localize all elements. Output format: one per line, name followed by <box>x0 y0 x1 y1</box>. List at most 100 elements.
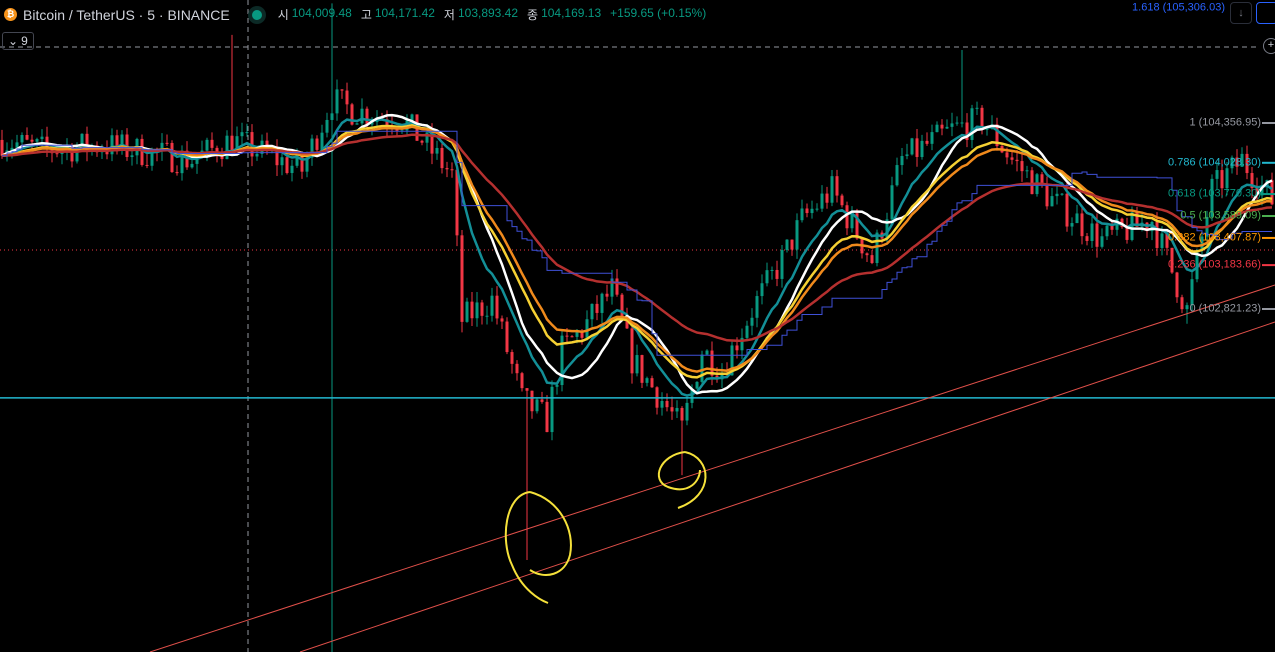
fullscreen-button[interactable] <box>1256 2 1275 24</box>
candle-body <box>565 335 569 337</box>
candle-body <box>955 122 959 124</box>
candle-body <box>755 296 759 318</box>
candle-body <box>1060 193 1064 195</box>
candle-body <box>705 350 709 355</box>
candle-body <box>780 250 784 279</box>
candle-body <box>820 193 824 209</box>
candle-body <box>950 123 954 127</box>
candle-body <box>830 176 834 203</box>
candle-body <box>20 135 24 143</box>
candle-body <box>305 157 309 172</box>
candle-body <box>245 132 249 134</box>
indicators-toggle[interactable]: ⌄ 9 <box>2 32 34 50</box>
indicators-count: 9 <box>21 34 28 48</box>
candle-body <box>440 147 444 169</box>
candle-body <box>665 401 669 408</box>
candle-body <box>1105 225 1109 237</box>
candle-body <box>535 399 539 412</box>
candle-body <box>475 302 479 319</box>
candle-body <box>625 318 629 329</box>
candle-body <box>775 269 779 279</box>
candle-body <box>790 239 794 250</box>
candle-body <box>165 142 169 144</box>
candle-body <box>340 89 344 91</box>
candle-body <box>650 378 654 388</box>
candle-body <box>635 355 639 374</box>
candle-body <box>1100 236 1104 247</box>
candle-body <box>1155 222 1159 248</box>
candle-body <box>1020 161 1024 172</box>
candle-body <box>145 164 149 166</box>
candle-body <box>430 132 434 154</box>
candle-body <box>1170 247 1174 273</box>
candle-body <box>425 132 429 143</box>
candle-body <box>1255 187 1259 196</box>
candle-body <box>815 208 819 210</box>
candle-body <box>205 139 209 151</box>
candle-body <box>870 255 874 264</box>
candle-body <box>850 213 854 229</box>
candle-body <box>510 352 514 364</box>
candle-body <box>500 318 504 322</box>
candle-body <box>885 219 889 239</box>
scroll-down-arrow-icon[interactable]: ↓ <box>1230 2 1252 24</box>
candle-body <box>620 294 624 319</box>
candle-body <box>345 90 349 105</box>
candle-body <box>970 108 974 140</box>
candle-body <box>110 135 114 155</box>
candle-body <box>600 293 604 313</box>
candle-body <box>450 169 454 171</box>
candle-body <box>40 136 44 140</box>
symbol-title[interactable]: Bitcoin / TetherUS · 5 · BINANCE <box>23 6 230 23</box>
candle-body <box>505 321 509 353</box>
candle-body <box>45 136 49 148</box>
candle-body <box>465 301 469 322</box>
candle-body <box>1230 157 1234 169</box>
candle-body <box>10 147 14 151</box>
candle-body <box>335 89 339 114</box>
fib-label: 0.618 (103,770.30) <box>1168 187 1261 200</box>
fib-label: 1 (104,356.95) <box>1189 116 1261 129</box>
candle-body <box>170 142 174 173</box>
candle-body <box>1050 196 1054 207</box>
candle-body <box>905 154 909 157</box>
add-plus-icon[interactable]: + <box>1263 38 1275 54</box>
candle-body <box>180 150 184 174</box>
candle-body <box>225 135 229 160</box>
candle-body <box>840 195 844 206</box>
candle-body <box>1090 223 1094 241</box>
candle-body <box>1245 153 1249 174</box>
candle-body <box>925 140 929 144</box>
candle-body <box>545 401 549 433</box>
candle-body <box>800 208 804 221</box>
candle-body <box>1075 213 1079 224</box>
candle-body <box>680 407 684 421</box>
candle-body <box>995 124 999 147</box>
candle-body <box>15 142 19 148</box>
candle-body <box>695 381 699 389</box>
candle-body <box>195 157 199 164</box>
candle-body <box>50 147 54 154</box>
candle-body <box>295 153 299 166</box>
candle-body <box>455 169 459 236</box>
candle-body <box>480 302 484 316</box>
candle-body <box>890 185 894 220</box>
candle-body <box>560 335 564 386</box>
candle-body <box>1225 168 1229 189</box>
candle-body <box>130 155 134 158</box>
candle-body <box>25 135 29 140</box>
candle-body <box>685 402 689 421</box>
candle-body <box>1025 170 1029 172</box>
candle-body <box>760 283 764 297</box>
candle-body <box>710 350 714 376</box>
candle-body <box>235 136 239 153</box>
candle-body <box>520 373 524 389</box>
candle-body <box>1200 236 1204 251</box>
candle-body <box>1030 170 1034 195</box>
candle-body <box>1165 233 1169 248</box>
candle-body <box>915 138 919 157</box>
candle-body <box>325 119 329 133</box>
candle-body <box>230 135 234 153</box>
candle-body <box>1175 272 1179 298</box>
